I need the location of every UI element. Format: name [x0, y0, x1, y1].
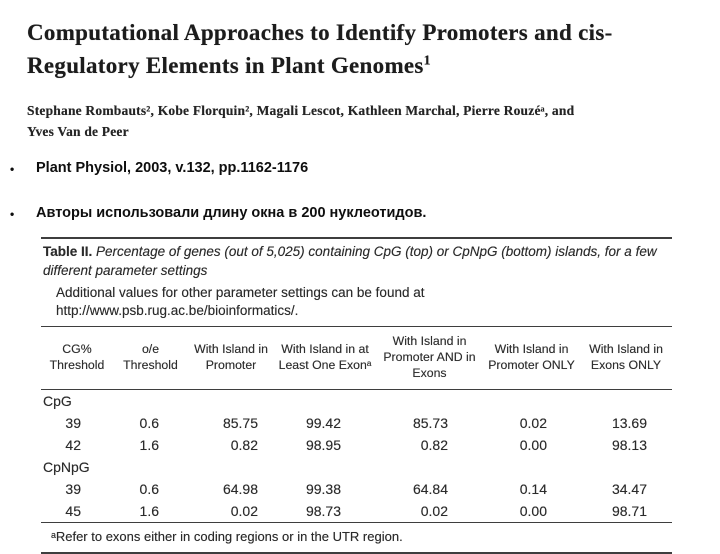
table-cell: 1.6 [139, 502, 159, 519]
table-cell: 0.02 [519, 414, 547, 431]
table-caption-label: Table II. [43, 244, 93, 259]
bullet-marker: • [10, 162, 15, 176]
column-header-oe-threshold: o/e Threshold [113, 326, 188, 390]
table-caption: Table II. Percentage of genes (out of 5,… [41, 239, 672, 281]
authors-line2: Yves Van de Peer [27, 123, 129, 139]
table-row: 42 1.6 0.82 98.95 0.82 0.00 98.13 [41, 434, 672, 456]
data-table: CG% Threshold o/e Threshold With Island … [41, 326, 672, 523]
bullet-text-citation: Plant Physiol, 2003, v.132, pp.1162-1176 [36, 160, 309, 176]
table-cell: 0.6 [139, 414, 159, 431]
paper-title-line2: Regulatory Elements in Plant Genomes [27, 52, 424, 78]
table-footnote: ᵃRefer to exons either in coding regions… [41, 523, 672, 554]
group-row-cpnpg: CpNpG [41, 456, 672, 478]
table-figure: Table II. Percentage of genes (out of 5,… [41, 237, 672, 554]
column-header-island-promoter-only: With Island in Promoter ONLY [483, 326, 580, 390]
table-cell: 0.14 [519, 480, 547, 497]
table-cell: 39 [65, 480, 81, 497]
table-cell: 99.38 [305, 480, 341, 497]
bullet-text-window-note: Авторы использовали длину окна в 200 нук… [36, 205, 427, 221]
bullet-item-window-note: • Авторы использовали длину окна в 200 н… [10, 205, 700, 221]
table-cell: 99.42 [305, 414, 341, 431]
table-cell: 42 [65, 436, 81, 453]
table-cell: 1.6 [139, 436, 159, 453]
title-footnote-superscript: 1 [423, 52, 431, 67]
table-cell: 98.13 [611, 436, 647, 453]
table-cell: 45 [65, 502, 81, 519]
table-cell: 98.71 [611, 502, 647, 519]
table-cell: 85.75 [222, 414, 258, 431]
column-header-island-promoter: With Island in Promoter [188, 326, 274, 390]
bullet-item-citation: • Plant Physiol, 2003, v.132, pp.1162-11… [10, 160, 700, 176]
column-header-island-promoter-and-exons: With Island in Promoter AND in Exons [376, 326, 483, 390]
group-label-cpnpg: CpNpG [43, 458, 90, 475]
group-row-cpg: CpG [41, 389, 672, 412]
table-top-rule [41, 237, 672, 239]
paper-title: Computational Approaches to Identify Pro… [27, 17, 707, 82]
column-header-island-exon: With Island in at Least One Exonᵃ [274, 326, 376, 390]
table-cell: 0.00 [519, 436, 547, 453]
table-header-row: CG% Threshold o/e Threshold With Island … [41, 326, 672, 390]
paper-authors: Stephane Rombauts², Kobe Florquin², Maga… [27, 101, 667, 143]
table-cell: 39 [65, 414, 81, 431]
table-caption-text: Percentage of genes (out of 5,025) conta… [43, 244, 657, 278]
table-cell: 0.00 [519, 502, 547, 519]
table-cell: 98.95 [305, 436, 341, 453]
table-cell: 0.02 [420, 502, 448, 519]
group-label-cpg: CpG [43, 392, 72, 409]
slide-background: Computational Approaches to Identify Pro… [10, 17, 707, 554]
column-header-island-exons-only: With Island in Exons ONLY [580, 326, 672, 390]
table-cell: 85.73 [412, 414, 448, 431]
table-row: 39 0.6 85.75 99.42 85.73 0.02 13.69 [41, 412, 672, 434]
table-cell: 64.84 [412, 480, 448, 497]
table-cell: 0.6 [139, 480, 159, 497]
table-row: 45 1.6 0.02 98.73 0.02 0.00 98.71 [41, 500, 672, 523]
authors-line1: Stephane Rombauts², Kobe Florquin², Maga… [27, 103, 575, 118]
table-cell: 0.82 [230, 436, 258, 453]
column-header-cg-threshold: CG% Threshold [41, 326, 113, 390]
table-cell: 98.73 [305, 502, 341, 519]
table-cell: 0.82 [420, 436, 448, 453]
table-cell: 34.47 [611, 480, 647, 497]
table-cell: 64.98 [222, 480, 258, 497]
table-cell: 0.02 [230, 502, 258, 519]
paper-title-line1: Computational Approaches to Identify Pro… [27, 20, 613, 45]
bullet-marker: • [10, 207, 15, 221]
table-caption-note: Additional values for other parameter se… [56, 285, 425, 318]
table-cell: 13.69 [611, 414, 647, 431]
table-row: 39 0.6 64.98 99.38 64.84 0.14 34.47 [41, 478, 672, 500]
